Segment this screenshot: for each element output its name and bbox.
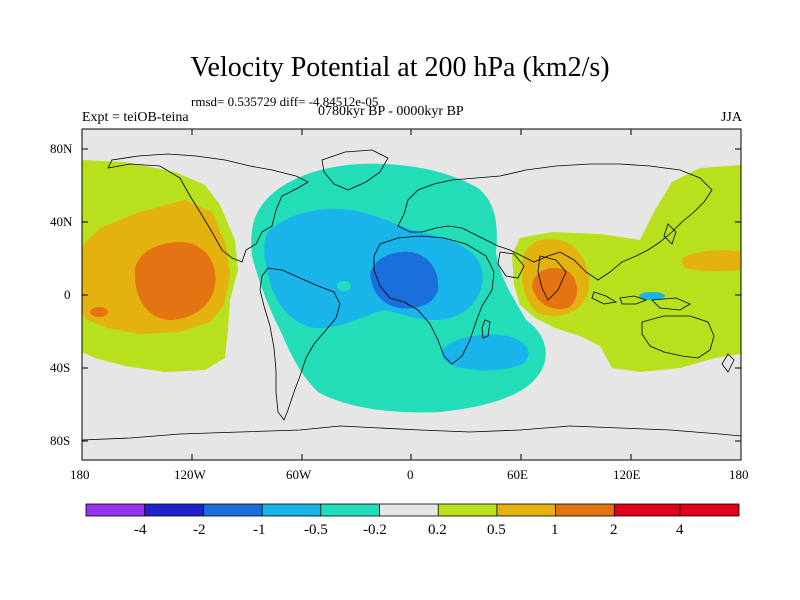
colorbar-swatch-3 [203, 504, 263, 516]
colorbar-swatch-1 [86, 504, 145, 516]
cyan-region-south-atlantic [442, 334, 529, 371]
period-label: 0780kyr BP - 0000kyr BP [318, 104, 464, 119]
orange-region-indian [532, 268, 578, 309]
colorbar-swatch-10 [614, 504, 739, 516]
lat-label-80n: 80N [50, 141, 73, 156]
lat-label-40n: 40N [50, 214, 73, 229]
colorbar-label-4: -0.5 [304, 522, 328, 538]
colorbar-label-7: 0.5 [487, 522, 506, 538]
map-title: Velocity Potential at 200 hPa (km2/s) [190, 52, 610, 83]
teal-spot-atlantic [337, 281, 351, 291]
coastlines [82, 149, 741, 441]
colorbar-label-10: 4 [676, 522, 684, 538]
colorbar-label-6: 0.2 [428, 522, 447, 538]
colorbar-label-9: 2 [610, 522, 618, 538]
contour-fields [82, 129, 741, 460]
lime-region-indo-pacific [512, 165, 741, 372]
lon-label-120e: 120E [613, 467, 641, 482]
stats-text: rmsd= 0.535729 diff= -4.84512e-05 [191, 94, 379, 109]
lat-label-80s: 80S [50, 433, 71, 448]
colorbar-swatch-6 [379, 504, 439, 516]
colorbar-label-8: 1 [551, 522, 559, 538]
colorbar-label-3: -1 [253, 522, 266, 538]
lon-label-0: 0 [407, 467, 414, 482]
lat-label-0: 0 [64, 287, 71, 302]
colorbar-swatch-4 [262, 504, 321, 516]
lon-label-180e: 180 [729, 467, 749, 482]
lon-label-60w: 60W [286, 467, 312, 482]
colorbar-swatch-5 [320, 504, 380, 516]
colorbar-swatch-9 [555, 504, 615, 516]
colorbar-swatch-7 [438, 504, 497, 516]
cyan-spot-indonesia [639, 292, 665, 300]
colorbar-swatch-8 [496, 504, 556, 516]
lat-tick-marks [82, 148, 741, 442]
orange-region-west-pacific [134, 242, 216, 320]
lon-label-180w: 180 [70, 467, 90, 482]
experiment-label: Expt = teiOB-teina [82, 110, 189, 125]
colorbar-label-2: -2 [193, 522, 206, 538]
lon-label-120w: 120W [174, 467, 206, 482]
colorbar [85, 503, 740, 517]
orange-spot-pacific [90, 307, 108, 317]
season-label: JJA [720, 110, 742, 125]
colorbar-label-1: -4 [134, 522, 147, 538]
colorbar-swatch-2 [144, 504, 204, 516]
lat-label-40s: 40S [50, 360, 71, 375]
colorbar-label-5: -0.2 [363, 522, 387, 538]
lon-tick-marks [81, 129, 742, 460]
lon-label-60e: 60E [507, 467, 528, 482]
gold-region-east [682, 250, 741, 272]
